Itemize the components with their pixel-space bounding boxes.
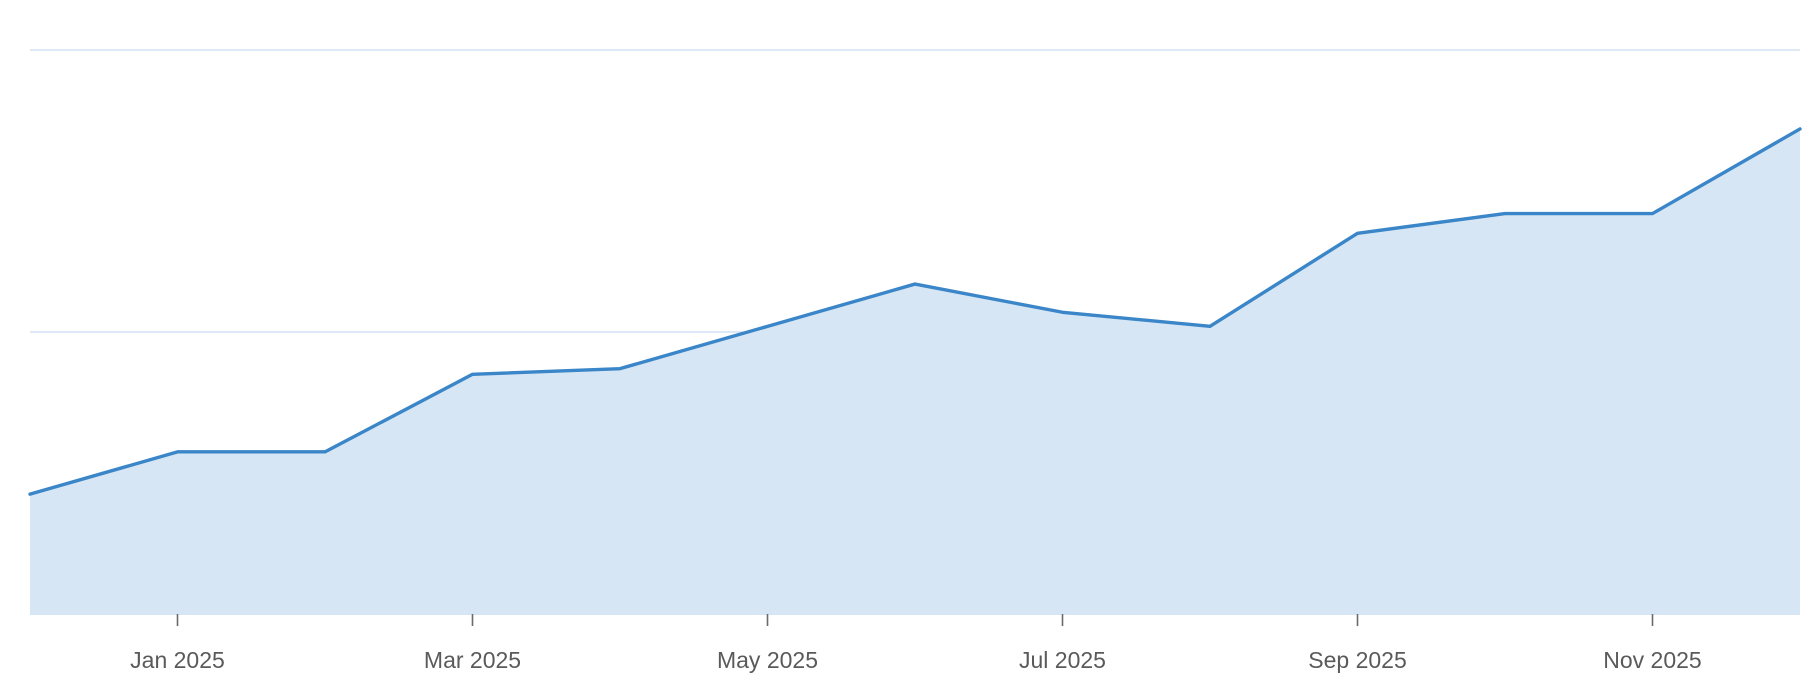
x-tick-label: Nov 2025 bbox=[1603, 647, 1701, 673]
line-layer bbox=[28, 127, 1802, 496]
x-axis: Jan 2025 Mar 2025 May 2025 Jul 2025 Sep 2025… bbox=[130, 614, 1702, 673]
x-tick-label: Mar 2025 bbox=[424, 647, 521, 673]
x-tick-label: May 2025 bbox=[717, 647, 818, 673]
x-tick-label: Jul 2025 bbox=[1019, 647, 1106, 673]
series-line bbox=[28, 127, 1802, 496]
x-tick-label: Jan 2025 bbox=[130, 647, 225, 673]
series-area bbox=[30, 128, 1800, 614]
area-layer bbox=[30, 128, 1800, 614]
x-tick-label: Sep 2025 bbox=[1308, 647, 1406, 673]
